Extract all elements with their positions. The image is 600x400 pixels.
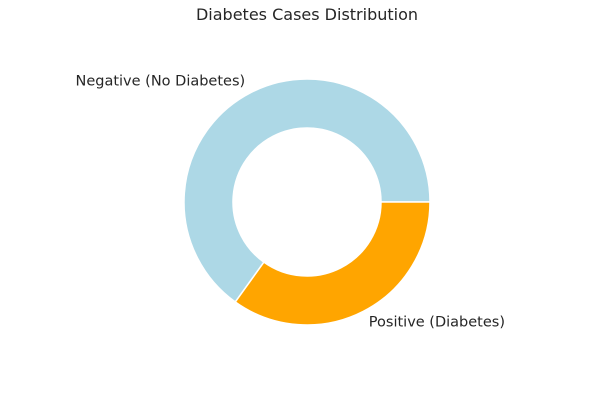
slice-labels: Negative (No Diabetes) Positive (Diabetes…: [75, 74, 504, 331]
donut-slices: [183, 78, 431, 326]
slice-1: [234, 201, 431, 326]
chart-title: Diabetes Cases Distribution: [196, 5, 418, 24]
slice-0: [183, 78, 431, 303]
slice-label-0: Negative (No Diabetes): [75, 74, 245, 90]
slice-label-1: Positive (Diabetes): [369, 314, 505, 330]
